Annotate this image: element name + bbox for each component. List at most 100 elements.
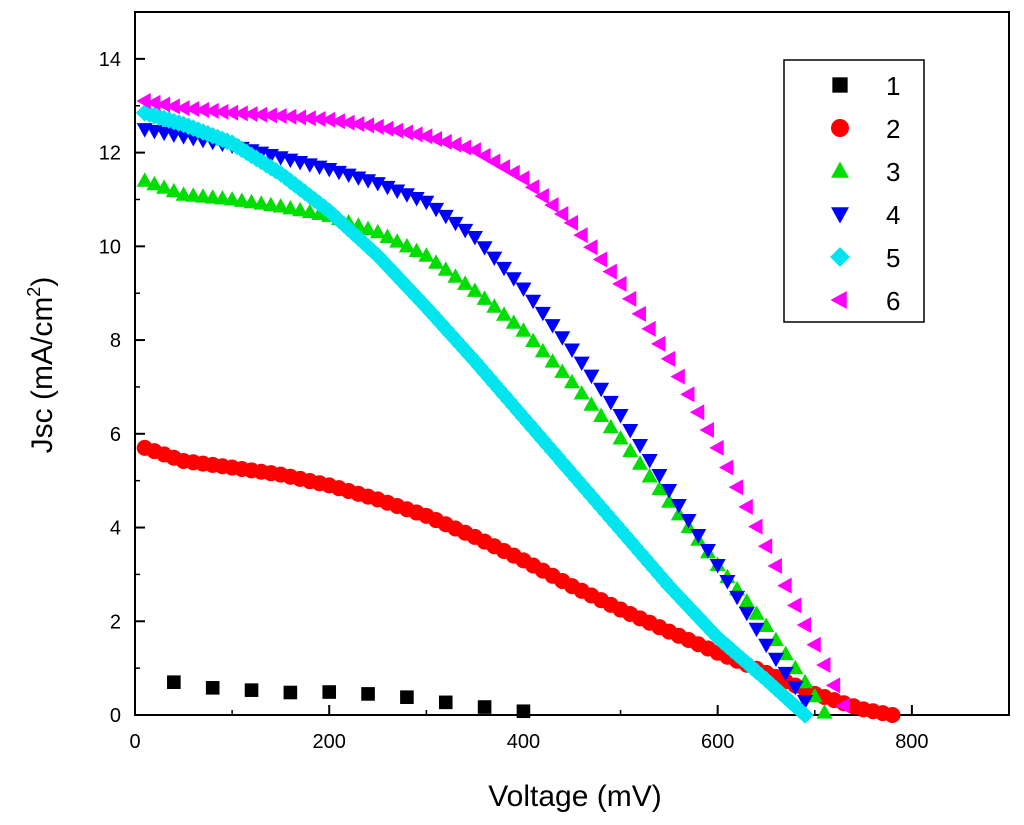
x-tick-label: 400 xyxy=(507,731,540,753)
data-point-series-4 xyxy=(612,409,629,424)
data-point-series-3 xyxy=(573,385,590,400)
data-point-series-3 xyxy=(505,314,522,329)
data-point-series-6 xyxy=(136,93,151,110)
data-point-series-1 xyxy=(244,683,259,697)
data-point-series-5 xyxy=(330,211,348,229)
data-point-series-4 xyxy=(699,544,716,559)
data-point-series-6 xyxy=(641,320,656,337)
data-point-series-3 xyxy=(476,290,493,305)
data-point-series-3 xyxy=(360,220,377,235)
data-point-series-6 xyxy=(349,116,365,133)
legend-label-3: 3 xyxy=(886,157,900,187)
data-point-series-5 xyxy=(781,693,800,711)
data-point-series-6 xyxy=(223,104,239,121)
data-point-series-5 xyxy=(543,442,562,460)
data-point-series-3 xyxy=(428,254,445,269)
data-point-series-4 xyxy=(486,251,503,266)
data-point-series-4 xyxy=(729,590,746,606)
data-point-series-3 xyxy=(816,704,833,719)
data-point-series-6 xyxy=(466,142,481,159)
data-point-series-4 xyxy=(787,680,804,696)
series-5 xyxy=(135,103,814,724)
data-point-series-3 xyxy=(437,261,454,276)
data-point-series-6 xyxy=(777,577,792,594)
data-point-series-6 xyxy=(194,101,209,118)
legend-label-2: 2 xyxy=(886,114,900,144)
legend-marker-3 xyxy=(831,161,849,178)
data-point-series-3 xyxy=(262,196,279,212)
data-point-series-6 xyxy=(563,214,578,231)
data-point-series-6 xyxy=(447,136,462,153)
data-point-series-3 xyxy=(602,418,619,434)
data-point-series-6 xyxy=(175,100,190,117)
data-point-series-4 xyxy=(641,454,658,469)
data-point-series-3 xyxy=(593,407,610,422)
data-point-series-6 xyxy=(437,133,452,150)
data-point-series-4 xyxy=(457,223,474,239)
data-point-series-3 xyxy=(515,322,532,337)
x-axis-title: Voltage (mV) xyxy=(488,780,661,813)
data-point-series-6 xyxy=(835,697,850,714)
data-point-series-6 xyxy=(320,111,336,128)
data-point-series-6 xyxy=(146,94,161,111)
data-point-series-3 xyxy=(622,442,639,458)
y-tick-label: 14 xyxy=(99,49,121,71)
data-point-series-6 xyxy=(281,108,297,125)
data-point-series-4 xyxy=(447,216,464,232)
data-point-series-6 xyxy=(204,102,219,119)
data-point-series-5 xyxy=(796,706,814,724)
data-point-series-3 xyxy=(418,247,435,262)
data-point-series-4 xyxy=(651,469,668,484)
data-point-series-4 xyxy=(680,514,697,529)
data-point-series-6 xyxy=(301,110,316,127)
y-axis-title: Jsc (mA/cm2) xyxy=(24,277,59,454)
legend-marker-2 xyxy=(831,119,849,137)
data-point-series-6 xyxy=(612,275,627,292)
data-point-series-5 xyxy=(485,374,504,393)
data-point-series-6 xyxy=(738,498,753,515)
data-point-series-4 xyxy=(748,622,765,638)
data-point-series-3 xyxy=(651,480,668,496)
data-point-series-4 xyxy=(690,529,707,544)
y-tick-label: 2 xyxy=(110,611,121,633)
data-point-series-4 xyxy=(534,306,551,322)
legend-label-4: 4 xyxy=(886,200,900,230)
data-point-series-4 xyxy=(622,424,639,439)
data-point-series-5 xyxy=(602,509,620,528)
data-point-series-3 xyxy=(204,189,221,204)
y-axis-title-close: ) xyxy=(26,277,59,287)
data-point-series-4 xyxy=(767,652,784,668)
data-point-series-3 xyxy=(156,179,173,194)
data-point-series-5 xyxy=(699,618,717,637)
data-point-series-6 xyxy=(505,164,520,181)
data-point-series-3 xyxy=(282,199,299,215)
data-point-series-3 xyxy=(554,363,571,378)
data-point-series-6 xyxy=(573,227,588,244)
data-point-series-3 xyxy=(641,468,658,483)
data-point-series-3 xyxy=(301,203,318,219)
data-point-series-5 xyxy=(320,202,339,220)
data-point-series-6 xyxy=(631,305,646,322)
data-point-series-6 xyxy=(184,101,200,118)
legend-marker-6 xyxy=(830,291,847,309)
data-point-series-4 xyxy=(758,638,775,654)
data-point-series-3 xyxy=(146,175,163,191)
data-point-series-3 xyxy=(525,332,542,348)
data-point-series-3 xyxy=(233,192,250,207)
data-point-series-3 xyxy=(466,282,483,297)
x-tick-label: 0 xyxy=(129,731,140,753)
data-point-series-6 xyxy=(767,557,782,574)
data-point-series-3 xyxy=(748,605,765,620)
data-point-series-5 xyxy=(597,504,615,522)
data-point-series-6 xyxy=(553,205,569,222)
data-point-series-6 xyxy=(806,636,821,653)
data-point-series-3 xyxy=(165,182,182,198)
data-point-series-5 xyxy=(490,380,508,399)
data-point-series-1 xyxy=(516,704,531,719)
data-point-series-6 xyxy=(796,617,812,634)
series-1 xyxy=(167,675,531,719)
data-point-series-6 xyxy=(524,179,540,196)
data-point-series-6 xyxy=(252,106,268,123)
data-point-series-4 xyxy=(738,606,755,622)
